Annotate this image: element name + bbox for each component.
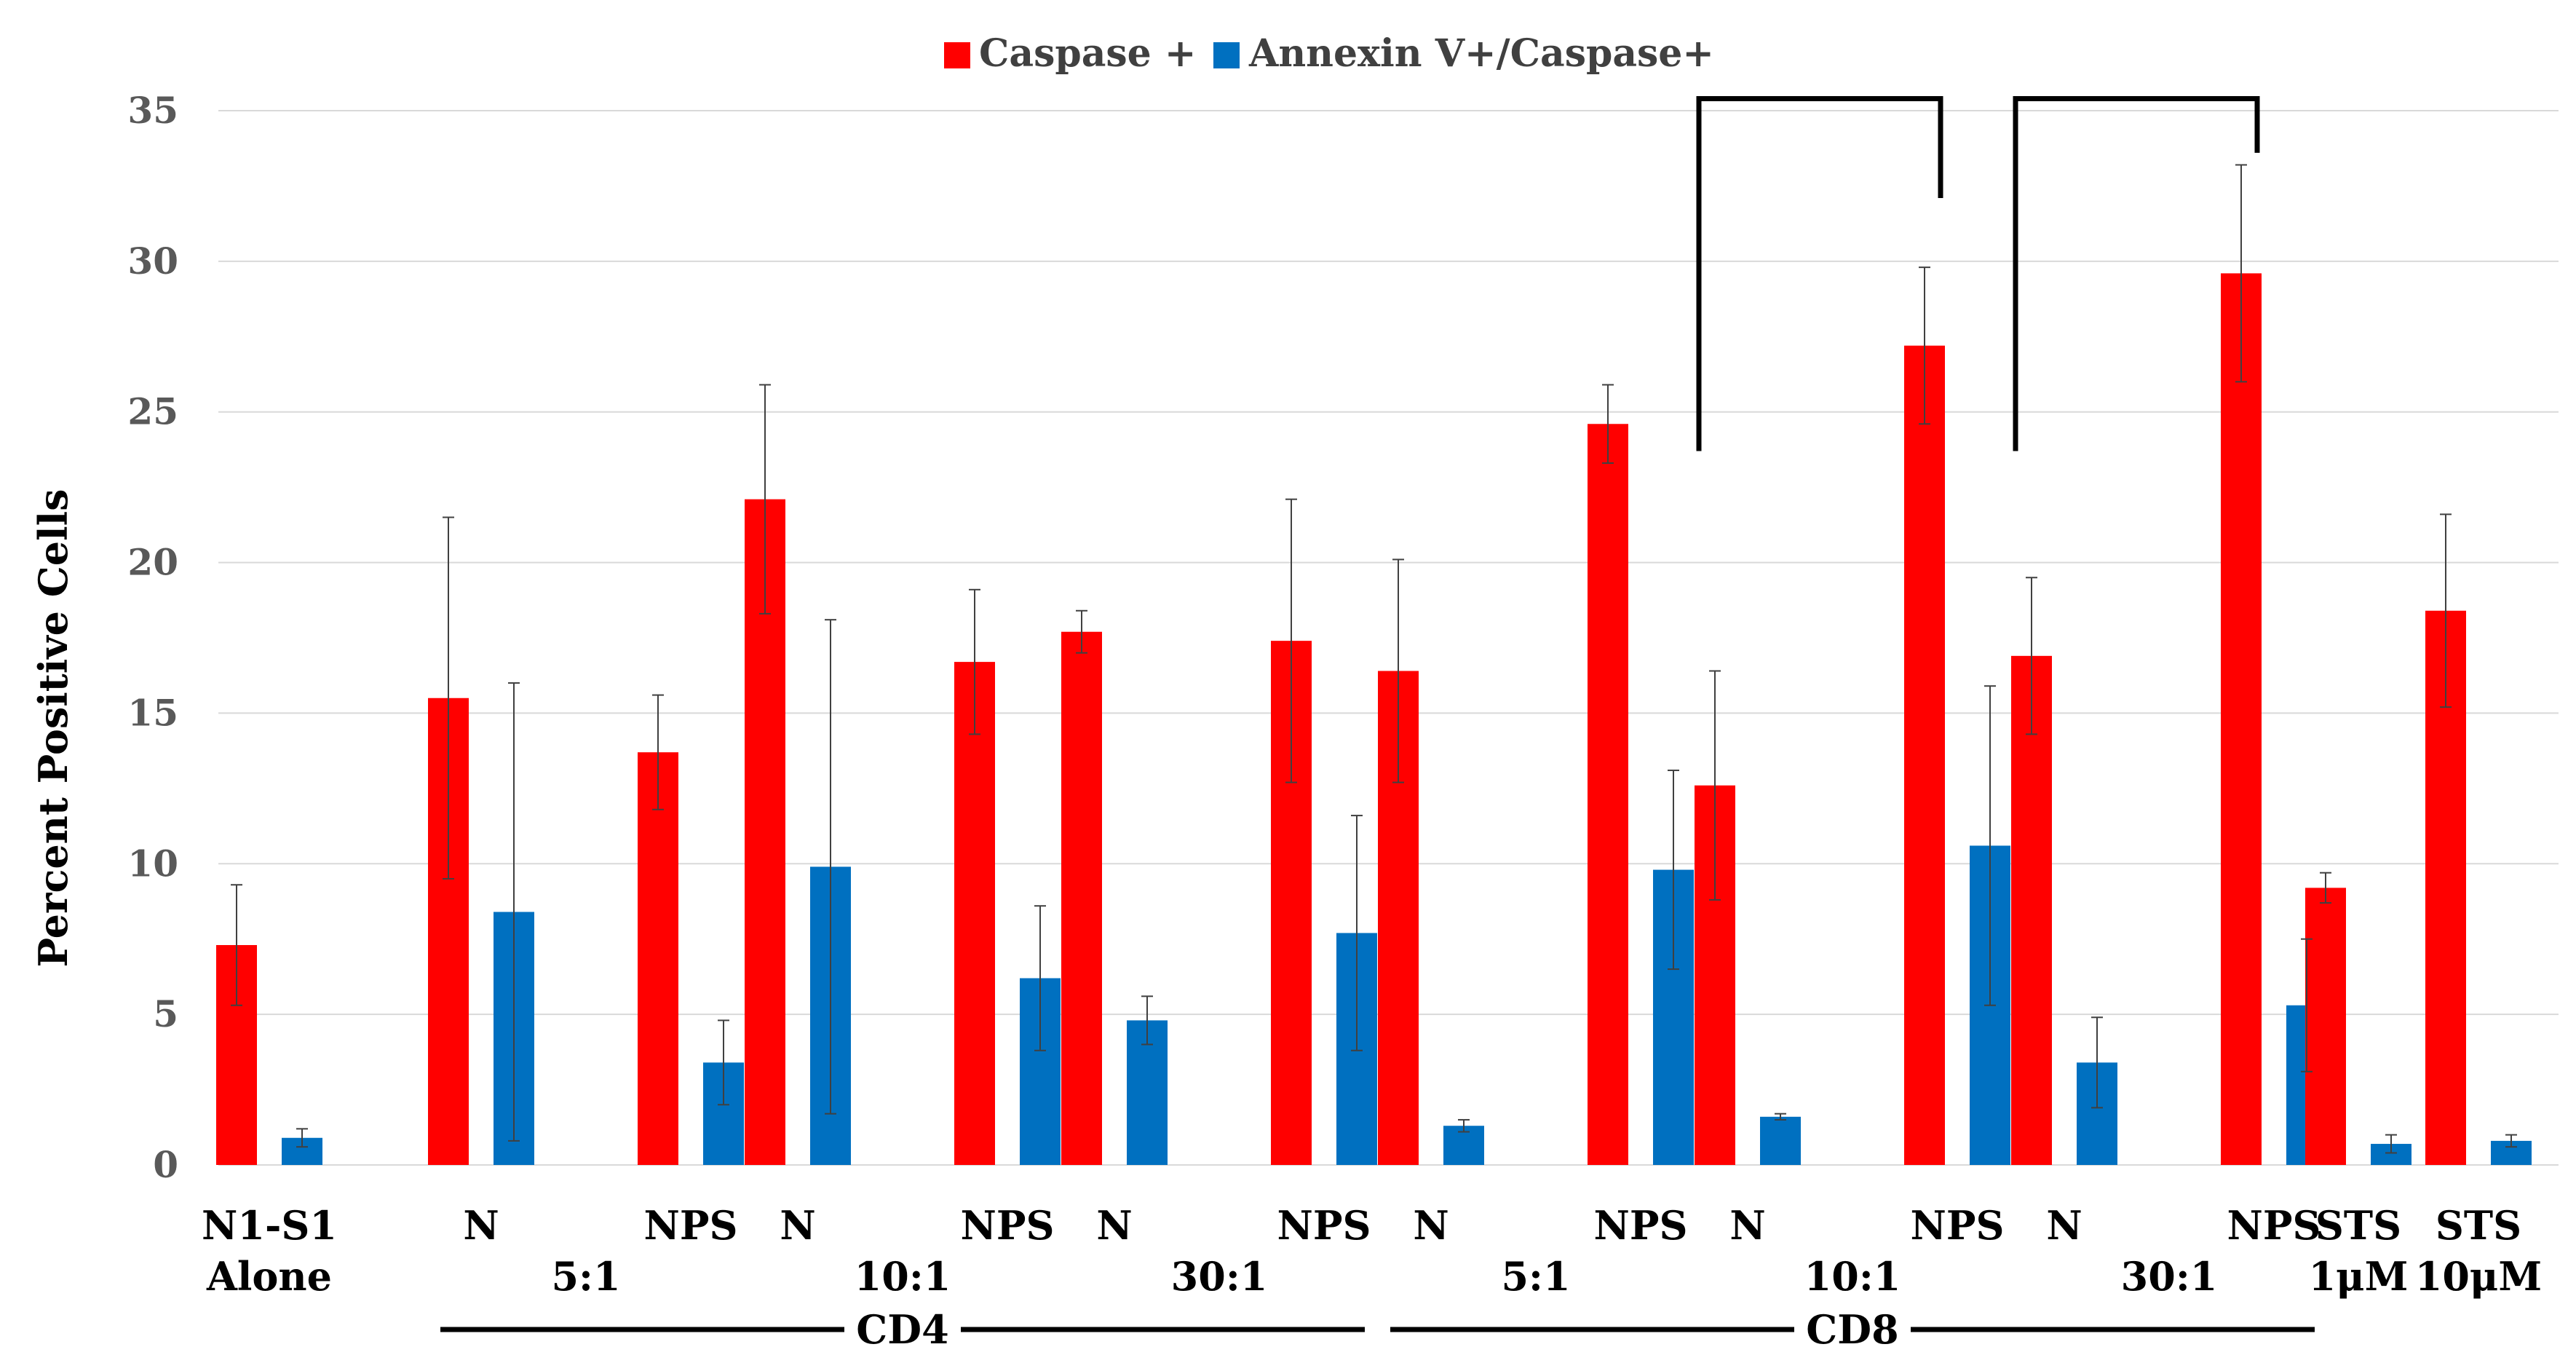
x-label-line2: 5:1 bbox=[551, 1253, 620, 1300]
bar-caspase bbox=[1588, 424, 1628, 1165]
x-label-line2: 1μM bbox=[2309, 1253, 2409, 1300]
x-label-line1: N1-S1 bbox=[202, 1202, 337, 1249]
x-label-line1: STS bbox=[2315, 1202, 2401, 1249]
x-sub-label: N bbox=[1413, 1202, 1448, 1249]
x-label-line1: STS bbox=[2436, 1202, 2521, 1249]
legend: Caspase + Annexin V+/Caspase+ bbox=[944, 31, 1714, 76]
bars bbox=[216, 273, 2532, 1165]
bar-caspase bbox=[954, 662, 995, 1165]
y-tick-label: 5 bbox=[153, 992, 178, 1035]
bar-annexin bbox=[1760, 1116, 1801, 1165]
legend-label-annexin: Annexin V+/Caspase+ bbox=[1248, 31, 1714, 76]
y-tick-label: 35 bbox=[127, 89, 178, 132]
y-tick-label: 10 bbox=[127, 842, 178, 885]
x-sub-label: NPS bbox=[2227, 1202, 2321, 1249]
significance-brackets bbox=[1696, 95, 2260, 451]
x-sub-label: N bbox=[780, 1202, 815, 1249]
error-bars bbox=[231, 164, 2517, 1154]
bar-caspase bbox=[2221, 273, 2262, 1165]
x-sub-label: NPS bbox=[961, 1202, 1055, 1249]
y-axis-label: Percent Positive Cells bbox=[30, 489, 76, 967]
y-tick-label: 20 bbox=[127, 541, 178, 584]
y-axis-ticks: 0 5 10 15 20 25 30 35 bbox=[127, 89, 178, 1186]
x-label-line2: 5:1 bbox=[1501, 1253, 1570, 1300]
x-sub-label: NPS bbox=[644, 1202, 738, 1249]
bar-caspase bbox=[638, 752, 678, 1165]
group-label-cd8: CD8 bbox=[1806, 1306, 1898, 1353]
y-tick-label: 30 bbox=[127, 240, 178, 283]
bar-caspase bbox=[2011, 655, 2052, 1165]
legend-label-caspase: Caspase + bbox=[979, 31, 1196, 76]
x-sub-label: N bbox=[1096, 1202, 1132, 1249]
legend-swatch-annexin bbox=[1213, 42, 1240, 68]
y-tick-label: 0 bbox=[153, 1143, 178, 1186]
x-sub-label: N bbox=[463, 1202, 499, 1249]
x-label-line2: Alone bbox=[206, 1253, 332, 1300]
x-sub-label: NPS bbox=[1277, 1202, 1371, 1249]
y-tick-label: 15 bbox=[127, 691, 178, 734]
legend-swatch-caspase bbox=[944, 42, 970, 68]
group-label-cd4: CD4 bbox=[856, 1306, 948, 1353]
x-sub-label: NPS bbox=[1594, 1202, 1688, 1249]
y-tick-label: 25 bbox=[127, 390, 178, 433]
x-label-line2: 10:1 bbox=[855, 1253, 951, 1300]
bar-caspase bbox=[1904, 345, 1945, 1165]
x-label-line2: 30:1 bbox=[1171, 1253, 1268, 1300]
bar-caspase bbox=[1061, 631, 1102, 1165]
x-label-line2: 30:1 bbox=[2121, 1253, 2218, 1300]
significance-bracket bbox=[2013, 95, 2260, 451]
x-sub-label: NPS bbox=[1911, 1202, 2005, 1249]
x-label-line2: 10μM bbox=[2415, 1253, 2542, 1300]
group-labels: CD4 CD8 bbox=[440, 1306, 2315, 1353]
x-sub-label: N bbox=[1729, 1202, 1765, 1249]
x-label-line2: 10:1 bbox=[1804, 1253, 1901, 1300]
significance-bracket bbox=[1696, 95, 1943, 451]
x-sub-label: N bbox=[2046, 1202, 2082, 1249]
bar-caspase bbox=[2305, 888, 2346, 1165]
